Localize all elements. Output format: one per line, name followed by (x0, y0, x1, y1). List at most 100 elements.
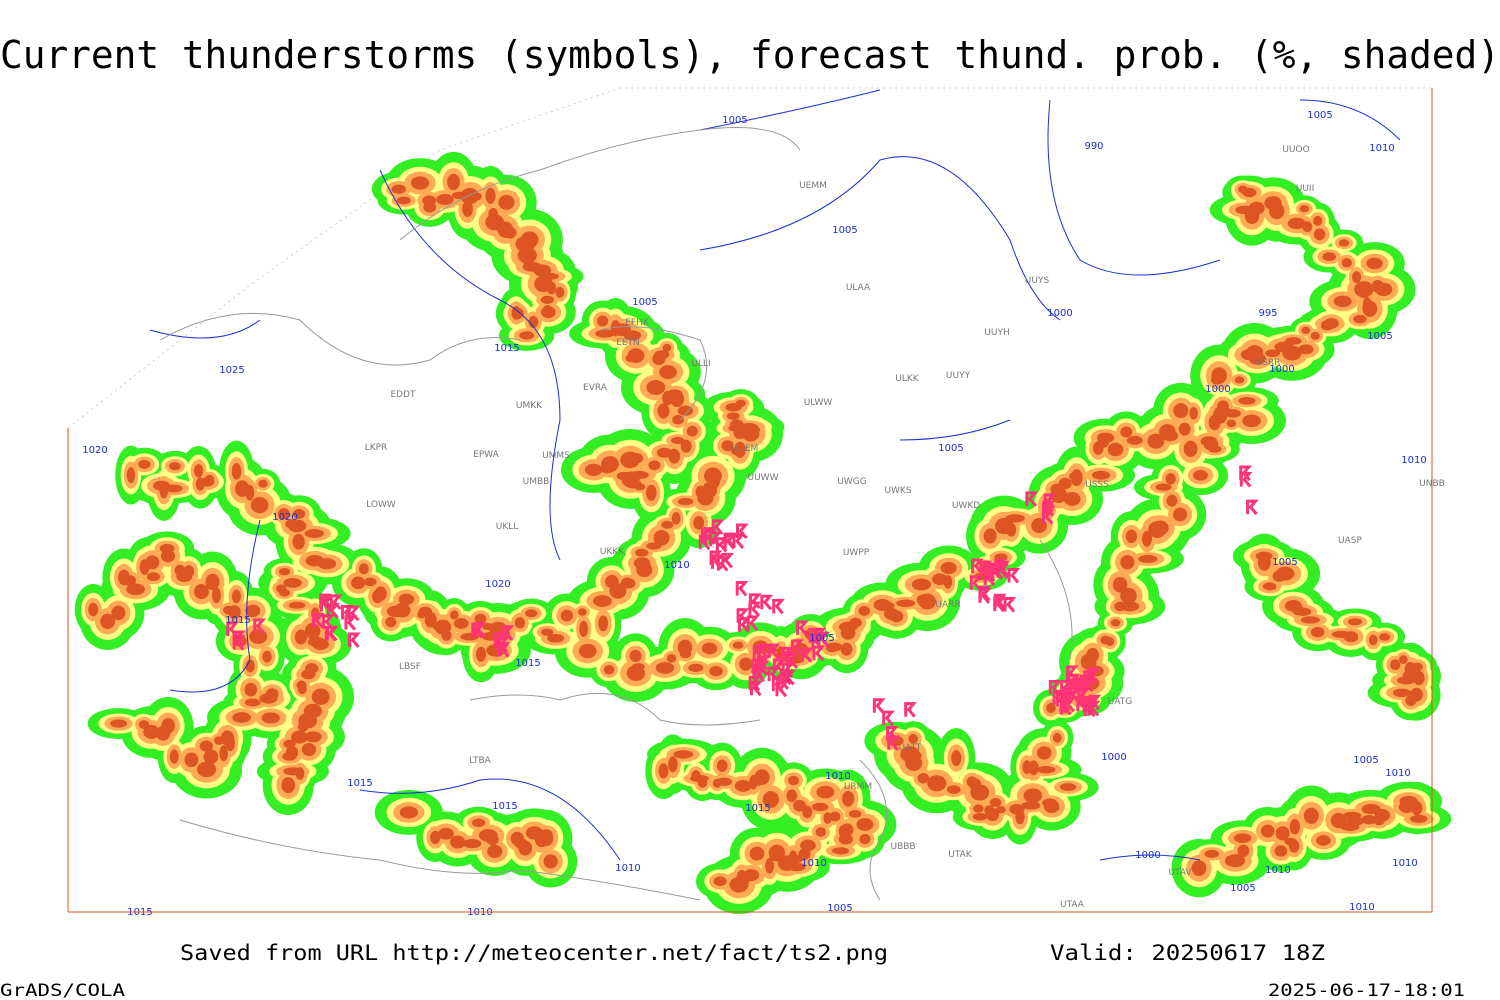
shade-cell (293, 508, 306, 519)
shade-cell (802, 805, 813, 819)
shade-cell (126, 467, 136, 483)
station-label: UATG (1108, 697, 1133, 707)
shade-cell (453, 618, 469, 629)
station-label: UASP (1338, 536, 1362, 546)
isobar-label: 1025 (219, 365, 244, 376)
shade-cell (734, 780, 752, 792)
shade-cell (1299, 205, 1310, 213)
storm-symbol (1003, 597, 1017, 613)
isobar-label: 1005 (809, 633, 834, 644)
shade-cell (831, 847, 850, 855)
shade-cell (1257, 555, 1271, 571)
shade-cell (231, 463, 242, 480)
shade-cell (1238, 396, 1256, 405)
isobar-label: 1005 (632, 297, 657, 308)
shade-cell (307, 636, 326, 647)
shade-cell (317, 558, 337, 570)
shade-cell (1373, 816, 1385, 826)
isobar-label: 1010 (1265, 865, 1290, 876)
shade-cell (281, 777, 296, 794)
shade-cell (560, 609, 574, 622)
shade-cell (1357, 284, 1371, 299)
shade-cell (193, 464, 204, 478)
shade-cell (204, 474, 215, 484)
shade-cell (232, 712, 251, 723)
storm-symbol (1048, 680, 1062, 696)
shade-cell (1343, 631, 1359, 643)
title: Current thunderstorms (symbols), forecas… (0, 33, 1500, 77)
shade-cell (1042, 798, 1058, 808)
map-labels: ULAA UUYS UUYH ULKK UUYY ULWW UWGG UWKS UWPP EDDT… (82, 110, 1445, 918)
shade-cell (1316, 835, 1331, 846)
shade-cell (1063, 491, 1081, 506)
shade-cell (1226, 419, 1237, 428)
shade-cell (1120, 601, 1140, 612)
shade-cell (597, 315, 609, 327)
isobar-label: 1005 (1272, 557, 1297, 568)
storm-symbol (978, 585, 992, 602)
storm-symbol (711, 519, 725, 535)
shade-cell (169, 462, 181, 471)
station-label: LTBA (469, 756, 491, 766)
shade-cell (1301, 326, 1311, 334)
storm-symbol (341, 604, 354, 621)
shade-cell (519, 331, 535, 340)
shade-cell (358, 563, 369, 575)
shade-cell (1086, 647, 1100, 663)
shade-cell (1287, 217, 1306, 230)
station-label: UTAA (1060, 900, 1085, 910)
shade-cell (1211, 367, 1227, 384)
shade-cell (472, 818, 486, 828)
shade-cell (972, 788, 989, 799)
shade-cell (672, 414, 684, 425)
shade-cell (1341, 258, 1352, 268)
station-label: UARR (935, 600, 960, 610)
shade-cell (541, 628, 554, 636)
storm-symbol (808, 627, 822, 644)
shade-cell (1162, 430, 1179, 442)
shade-cell (856, 817, 874, 831)
isobar-label: 1005 (1353, 755, 1378, 766)
shade-cell (1310, 331, 1320, 340)
storm-symbol (347, 605, 361, 622)
isobar-label: 1005 (722, 115, 747, 126)
storm-symbol (767, 643, 781, 660)
shade-cell (462, 200, 473, 218)
storm-symbol (324, 625, 338, 642)
shade-cell (680, 439, 692, 453)
isobar-label: 1000 (1269, 364, 1294, 375)
station-label: UKLL (496, 522, 519, 532)
shade-cell (646, 542, 662, 550)
shade-cell (476, 646, 487, 662)
shade-cell (940, 561, 957, 575)
shade-cell (816, 785, 835, 799)
shade-cell (525, 826, 544, 840)
shade-cell (244, 682, 258, 697)
storm-symbol (710, 554, 724, 570)
shade-cell (231, 589, 241, 604)
shade-cell (351, 576, 366, 590)
shade-cell (1242, 414, 1261, 428)
isobar-label: 1000 (1135, 850, 1160, 861)
shade-cell (440, 827, 450, 837)
shade-cell (292, 533, 305, 550)
shade-cell (788, 850, 798, 865)
shade-cell (143, 725, 160, 739)
shade-cell (671, 436, 685, 445)
station-label: UWKS (884, 486, 911, 496)
shade-cell (701, 642, 718, 655)
shade-cell (626, 665, 646, 681)
shade-cell (1006, 522, 1017, 537)
storm-symbol (746, 615, 760, 632)
shade-cell (1015, 809, 1025, 825)
isobar-label: 1005 (1367, 331, 1392, 342)
isobar-label: 1020 (82, 445, 107, 456)
shade-cell (1226, 854, 1246, 868)
shade-cell (183, 565, 195, 578)
shade-cell (471, 192, 482, 201)
shade-cell (1235, 205, 1255, 215)
storm-symbol (997, 560, 1010, 577)
shade-cell (1173, 403, 1189, 419)
shade-cell (184, 752, 199, 768)
probability-shading (74, 151, 1452, 914)
